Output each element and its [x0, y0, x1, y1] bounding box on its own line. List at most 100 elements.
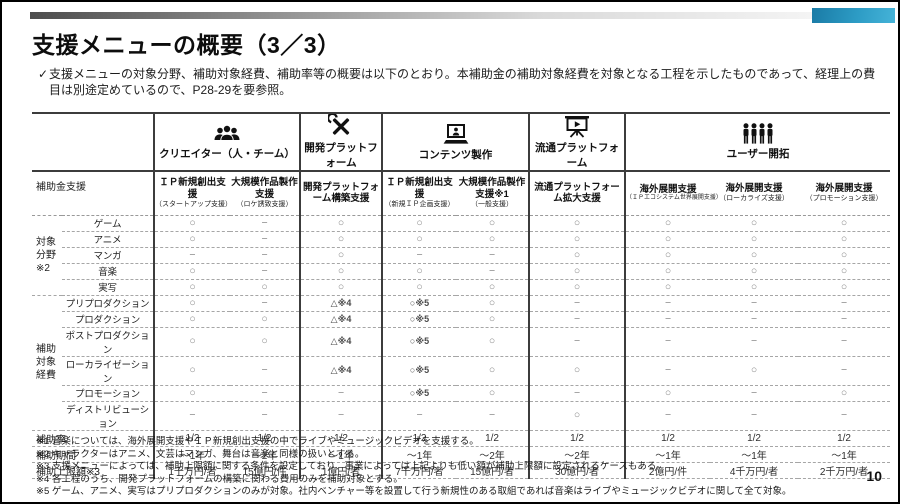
matrix-cell: ○ — [798, 263, 891, 280]
matrix-cell: 2億円/件 — [624, 462, 711, 479]
matrix-cell: 15億円/件 — [230, 462, 301, 479]
matrix-cell: ○ — [528, 279, 626, 296]
table-row: 音楽 ○ − ○ ○ − ○ ○ ○ ○ — [32, 263, 891, 280]
matrix-cell: − — [798, 295, 891, 312]
matrix-cell: ○ — [528, 231, 626, 248]
matrix-cell: ○※5 — [381, 327, 457, 357]
row-label: アニメ — [62, 231, 155, 248]
matrix-cell: ○ — [456, 327, 530, 357]
matrix-cell: ○ — [154, 279, 230, 296]
category-dev-platform: 開発プラットフォーム — [299, 112, 383, 172]
matrix-cell: − — [230, 385, 301, 402]
menu-header: 開発プラットフォーム構築支援 — [299, 171, 383, 216]
category-creator: クリエイター（人・チーム） — [154, 113, 301, 172]
matrix-cell: △※4 — [299, 311, 383, 328]
matrix-cell: − — [798, 311, 891, 328]
row-group-label: 対象分野 ※2 — [32, 215, 62, 296]
row-label: ローカライゼーション — [62, 356, 155, 386]
table-row: ローカライゼーション ○ − △※4 ○※5 ○ ○ − ○ − — [32, 356, 891, 386]
page-number: 10 — [866, 468, 882, 484]
matrix-cell: ○ — [624, 385, 711, 402]
row-group-label: 補助対象 経費 — [32, 295, 62, 431]
matrix-cell: − — [528, 385, 626, 402]
matrix-cell: − — [624, 327, 711, 357]
matrix-cell: 2千万円/者 — [798, 462, 891, 479]
row-label: 補助上限額※3 — [32, 462, 155, 479]
matrix-cell: ○ — [710, 263, 799, 280]
matrix-cell: − — [154, 401, 230, 431]
table-row: プロダクション ○ ○ △※4 ○※5 ○ − − − − — [32, 311, 891, 328]
footnote: ※4 各工程のうち、開発プラットフォームの構築に関わる費用のみを補助対象とする。 — [36, 473, 403, 485]
row-label: プロダクション — [62, 311, 155, 328]
matrix-cell: − — [624, 295, 711, 312]
table-row: プロモーション ○ − − ○※5 ○ − ○ − ○ — [32, 385, 891, 402]
intro: ✓ 支援メニューの対象分野、補助対象経費、補助率等の概要は以下のとおり。本補助金… — [38, 66, 884, 98]
footnote: ※3 支援メニューによっては、補助上限額に関する条件を設定しており、事業によって… — [36, 461, 666, 473]
matrix-cell: ○ — [798, 385, 891, 402]
table-row: 補助対象 経費 プリプロダクション ○ − △※4 ○※5 ○ − − − − — [32, 295, 891, 431]
row-label: ディストリビューション — [62, 401, 155, 431]
tools-icon — [301, 112, 381, 139]
matrix-cell: ○ — [230, 311, 301, 328]
footnote: ※2 キャラクターはアニメ、文芸はマンガ、舞台は音楽と同様の扱いとする。 — [36, 448, 365, 460]
matrix-cell: ○※5 — [381, 295, 457, 312]
matrix-cell: ～1年 — [624, 446, 711, 463]
matrix-cell: − — [230, 215, 301, 232]
menu-header: 流通プラットフォーム拡大支援 — [528, 171, 626, 216]
matrix-cell: △※4 — [299, 295, 383, 312]
matrix-cell: − — [230, 401, 301, 431]
matrix-cell: ○ — [381, 279, 457, 296]
matrix-cell: △※4 — [299, 327, 383, 357]
category-user-development: ユーザー開拓 — [624, 113, 891, 172]
matrix-cell: 1/2 — [230, 430, 301, 447]
matrix-cell: ○ — [456, 279, 530, 296]
screen-play-icon — [530, 115, 624, 139]
matrix-cell: ○ — [230, 279, 301, 296]
matrix-cell: ○ — [456, 231, 530, 248]
menu-header: 海外展開支援 （ＩＰエコシステム世界展開支援） — [624, 171, 722, 216]
matrix-cell: 1/2 — [299, 430, 383, 447]
corner-blank — [32, 113, 155, 172]
matrix-cell: − — [710, 311, 799, 328]
matrix-cell: − — [710, 401, 799, 431]
row-label: ゲーム — [62, 215, 155, 232]
matrix-cell: − — [381, 247, 457, 264]
matrix-cell: − — [528, 295, 626, 312]
matrix-cell: − — [299, 401, 383, 431]
matrix-cell: ～1年 — [710, 446, 799, 463]
matrix-cell: ○ — [624, 263, 711, 280]
matrix-cell: ○ — [154, 311, 230, 328]
intro-text: 支援メニューの対象分野、補助対象経費、補助率等の概要は以下のとおり。本補助金の補… — [49, 67, 876, 97]
table-row: 補助期間 ～1年 ～2年 ～1年 ～1年 ～2年 ～2年 ～1年 ～1年 ～1年 — [32, 446, 891, 463]
matrix-cell: ○ — [456, 356, 530, 386]
matrix-cell: − — [456, 247, 530, 264]
matrix-cell: ○※5 — [381, 356, 457, 386]
matrix-cell: ○ — [624, 215, 711, 232]
matrix-cell: − — [299, 385, 383, 402]
matrix-cell: ○ — [381, 263, 457, 280]
menu-header: 大規模作品製作支援 （ロケ誘致支援） — [230, 171, 301, 216]
matrix-cell: 1/2 — [381, 430, 457, 447]
matrix-cell: ○ — [456, 215, 530, 232]
table-row: 対象分野 ※2 ゲーム ○ − ○ ○ ○ ○ ○ ○ ○ — [32, 215, 891, 296]
menu-header: ＩＰ新規創出支援 （スタートアップ支援） — [154, 171, 232, 216]
matrix-cell: ○ — [710, 247, 799, 264]
matrix-cell: 7千万円/者 — [381, 462, 457, 479]
menu-header: 海外展開支援 （プロモーション支援） — [798, 171, 891, 216]
matrix-cell: ○ — [230, 327, 301, 357]
matrix-cell: ○ — [154, 385, 230, 402]
matrix-cell: ○ — [528, 401, 626, 431]
footnotes: ※1 音楽については、海外展開支援やＩＰ新規創出支援の中でライブやミュージックビ… — [36, 436, 866, 499]
menu-header: 海外展開支援 （ローカライズ支援） — [710, 171, 799, 216]
matrix-cell: − — [798, 356, 891, 386]
matrix-cell: ～2年 — [230, 446, 301, 463]
matrix-cell: − — [230, 295, 301, 312]
matrix-cell: ○ — [154, 215, 230, 232]
matrix-cell: ～1年 — [798, 446, 891, 463]
people-group-icon — [155, 124, 299, 145]
menu-header: 大規模作品製作支援※1 （一般支援） — [456, 171, 530, 216]
support-menu-table: クリエイター（人・チーム） 開発プラットフォーム — [32, 112, 891, 479]
matrix-cell: ○ — [456, 295, 530, 312]
matrix-cell: ○ — [710, 215, 799, 232]
table-row: アニメ ○ − ○ ○ ○ ○ ○ ○ ○ — [32, 231, 891, 248]
